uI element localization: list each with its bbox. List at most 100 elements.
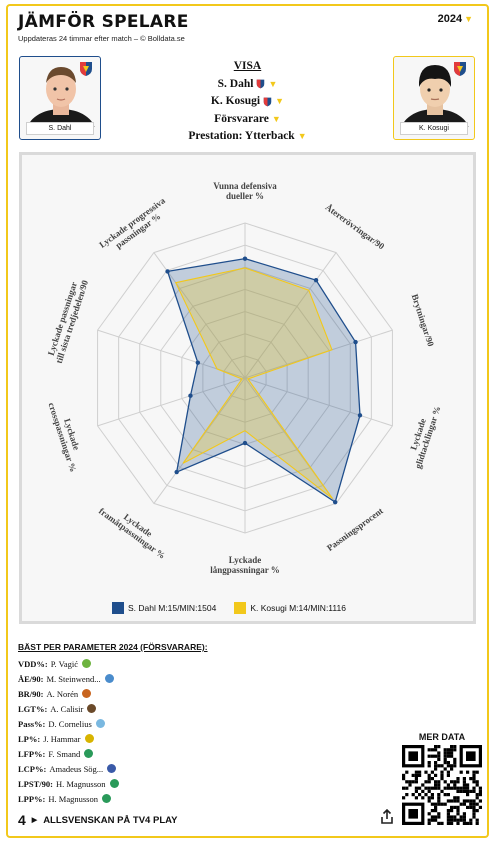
- radar-point: [188, 393, 193, 398]
- best-player: A. Norén: [46, 688, 79, 699]
- club-crest-icon: [95, 719, 105, 728]
- radar-axis-line: [97, 377, 246, 427]
- play-icon: ▶: [31, 817, 38, 824]
- radar-axis-label: Lyckade progressivapassningar %: [97, 195, 173, 258]
- radar-axis-label: Lyckadeframåtpassningar %: [97, 498, 173, 561]
- radar-point: [313, 277, 319, 283]
- best-parameter: LP%:: [18, 733, 41, 744]
- footer-promo[interactable]: 4 ▶ ALLSVENSKAN PÅ TV4 PLAY: [18, 812, 177, 828]
- year-selector[interactable]: 2024 ▼: [438, 13, 473, 25]
- club-crest-icon: [80, 62, 92, 76]
- best-player: D. Cornelius: [48, 718, 92, 729]
- tv4-logo: 4: [18, 812, 26, 828]
- radar-point: [195, 360, 201, 365]
- best-row: ÅE/90: M. Steinwend...: [18, 671, 318, 686]
- radar-axis-label: Återerövringar/90: [324, 202, 387, 252]
- best-parameter: LCP%:: [18, 763, 47, 774]
- player-name-left: S. Dahl: [26, 122, 94, 135]
- performance-selector[interactable]: Prestation: Ytterback ▼: [120, 128, 375, 146]
- best-row: VDD%: P. Vagić: [18, 656, 318, 671]
- radar-series-area: [174, 267, 333, 499]
- chevron-down-icon: ▼: [271, 113, 281, 124]
- best-parameter: LPP%:: [18, 793, 46, 804]
- club-crest-icon: [263, 97, 272, 107]
- position-label: Försvarare: [214, 112, 269, 125]
- club-crest-icon: [87, 704, 97, 713]
- radar-point: [165, 269, 170, 274]
- best-row: LGT%: A. Calisir: [18, 701, 318, 716]
- best-parameter: ÅE/90:: [18, 673, 44, 684]
- best-row: LFP%: F. Smand: [18, 746, 318, 761]
- club-crest-icon: [107, 764, 117, 773]
- best-row: BR/90: A. Norén: [18, 686, 318, 701]
- radar-point: [242, 256, 248, 261]
- best-row: Pass%: D. Cornelius: [18, 716, 318, 731]
- best-parameter: LFP%:: [18, 748, 46, 759]
- radar-point: [242, 440, 248, 446]
- radar-axis-label: Lyckade passningartill sista tredjedelen…: [44, 275, 90, 364]
- radar-chart-panel: Vunna defensiva dueller % Återerövringar/9…: [19, 152, 476, 624]
- player1-selector[interactable]: S. Dahl ▼: [120, 76, 375, 94]
- best-player: F. Smand: [48, 748, 81, 759]
- club-crest-icon: [454, 62, 466, 76]
- radar-point: [332, 499, 338, 505]
- performance-label: Prestation: Ytterback: [188, 130, 295, 142]
- club-crest-icon: [257, 79, 265, 89]
- legend-swatch-kosugi: [234, 602, 247, 614]
- best-heading: BÄST PER PARAMETER 2024 (FÖRSVARARE):: [18, 642, 208, 652]
- best-row: LPST/90: H. Magnusson: [18, 776, 318, 791]
- best-player: H. Magnusson: [55, 778, 106, 789]
- chevron-down-icon: ▼: [464, 14, 473, 24]
- visa-heading: VISA: [233, 60, 262, 72]
- radar-chart: Vunna defensiva dueller % Återerövringar/9…: [44, 181, 443, 575]
- best-parameter: Pass%:: [18, 718, 46, 729]
- page-subtitle: Uppdateras 24 timmar efter match – © Bol…: [18, 34, 185, 43]
- best-row: LCP%: Amadeus Sög...: [18, 761, 318, 776]
- radar-axis-label: Vunna defensiva dueller %: [213, 181, 277, 201]
- club-crest-icon: [101, 794, 111, 803]
- radar-axis-label: Brytningar/90: [410, 293, 437, 348]
- radar-point: [357, 413, 363, 418]
- legend-label-dahl: S. Dahl M:15/MIN:1504: [128, 603, 217, 613]
- radar-axis-label: Lyckade långpassningar %: [210, 555, 280, 575]
- display-options: VISA S. Dahl ▼ K. Kosugi ▼ Försvarare ▼ …: [120, 58, 375, 146]
- more-data-label: MER DATA: [418, 732, 466, 742]
- player-name-right: K. Kosugi: [400, 122, 468, 135]
- player-card-right: K. Kosugi: [393, 56, 475, 140]
- qr-code[interactable]: [402, 745, 482, 825]
- best-player: Amadeus Sög...: [49, 763, 104, 774]
- chevron-down-icon: ▼: [268, 78, 278, 89]
- player-card-left: S. Dahl: [19, 56, 101, 140]
- radar-point: [353, 339, 358, 345]
- radar-axis-label: Lyckadecrosspassningar %: [46, 398, 87, 473]
- radar-point: [174, 469, 179, 475]
- share-icon[interactable]: [380, 809, 394, 825]
- radar-axis-label: Passningsprocent: [325, 506, 385, 553]
- best-player: M. Steinwend...: [46, 673, 101, 684]
- club-crest-icon: [82, 659, 91, 668]
- player2-label: K. Kosugi: [210, 95, 261, 107]
- footer-text: ALLSVENSKAN PÅ TV4 PLAY: [43, 814, 178, 826]
- radar-axis-label: Lyckadeglidtacklingar %: [403, 402, 442, 470]
- chart-legend: S. Dahl M:15/MIN:1504 K. Kosugi M:14/MIN…: [112, 602, 346, 614]
- radar-axis-line: [244, 377, 393, 427]
- club-crest-icon: [82, 689, 92, 698]
- club-crest-icon: [84, 749, 94, 758]
- legend-label-kosugi: K. Kosugi M:14/MIN:1116: [250, 603, 346, 613]
- best-row: LP%: J. Hammar: [18, 731, 318, 746]
- page-title: JÄMFÖR SPELARE: [18, 12, 189, 32]
- chevron-down-icon: ▼: [297, 131, 307, 141]
- best-player: J. Hammar: [43, 733, 81, 744]
- legend-swatch-dahl: [112, 602, 124, 614]
- best-parameter: VDD%:: [18, 658, 48, 669]
- club-crest-icon: [109, 779, 119, 788]
- best-player: A. Calisir: [50, 703, 84, 714]
- player2-selector[interactable]: K. Kosugi ▼: [120, 93, 375, 111]
- best-player: H. Magnusson: [48, 793, 98, 804]
- year-value: 2024: [437, 13, 463, 25]
- best-player: P. Vagić: [50, 658, 78, 669]
- chevron-down-icon: ▼: [275, 96, 285, 106]
- best-per-parameter: BÄST PER PARAMETER 2024 (FÖRSVARARE): VD…: [18, 642, 318, 806]
- position-selector[interactable]: Försvarare ▼: [120, 111, 375, 129]
- player1-label: S. Dahl: [217, 77, 254, 90]
